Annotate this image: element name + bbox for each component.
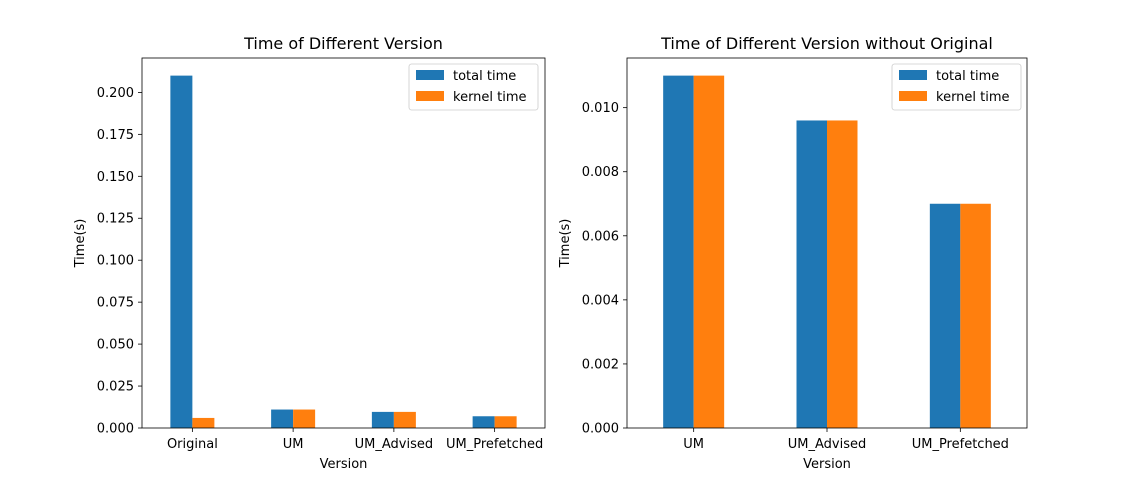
x-tick-label: UM_Prefetched — [912, 437, 1009, 452]
x-tick-label: UM — [683, 437, 704, 452]
y-tick-label: 0.000 — [97, 422, 134, 437]
bar-kernel-time-um-advised — [393, 411, 416, 428]
legend-label-total-time: total time — [936, 69, 999, 84]
x-tick-label: UM_Advised — [355, 437, 433, 452]
bar-total-time-um-prefetched — [929, 203, 961, 428]
bar-total-time-um-prefetched — [472, 416, 495, 428]
x-tick-label: UM — [283, 437, 304, 452]
y-tick-label: 0.100 — [97, 254, 134, 269]
legend-swatch-total-time — [416, 70, 444, 80]
y-tick-label: 0.008 — [582, 165, 619, 180]
legend-swatch-kernel-time — [899, 91, 927, 101]
legend: total time kernel time — [408, 63, 539, 111]
y-tick-label: 0.150 — [97, 170, 134, 185]
bar-total-time-um — [663, 75, 694, 428]
chart-title: Time of Different Version without Origin… — [660, 34, 993, 53]
x-axis-label: Version — [803, 457, 851, 472]
bar-total-time-um-advised — [371, 411, 394, 428]
legend-label-kernel-time: kernel time — [453, 90, 527, 105]
legend-swatch-total-time — [899, 70, 927, 80]
y-tick-label: 0.000 — [582, 422, 619, 437]
axes-frame — [141, 57, 546, 429]
chart-panel-left: Original UM UM_Advised UM_Prefetched 0.000 0.… — [73, 34, 546, 472]
y-tick-label: 0.006 — [582, 229, 619, 244]
legend-label-total-time: total time — [453, 69, 516, 84]
x-tick-label: UM_Prefetched — [446, 437, 543, 452]
bar-total-time-original — [170, 75, 193, 428]
y-tick-label: 0.200 — [97, 86, 134, 101]
chart-panel-right: UM UM_Advised UM_Prefetched 0.000 0.002 0.004… — [558, 34, 1028, 472]
y-axis-label: Time(s) — [73, 219, 88, 269]
chart-title: Time of Different Version — [243, 34, 443, 53]
y-tick-label: 0.002 — [582, 357, 619, 372]
bar-kernel-time-um-prefetched — [960, 203, 991, 428]
x-tick-label: UM_Advised — [788, 437, 866, 452]
legend: total time kernel time — [891, 63, 1022, 111]
y-tick-label: 0.010 — [582, 101, 619, 116]
y-axis-label: Time(s) — [558, 219, 573, 269]
y-tick-label: 0.004 — [582, 293, 619, 308]
bar-kernel-time-um-advised — [827, 120, 858, 428]
y-tick-label: 0.175 — [97, 128, 134, 143]
y-tick-label: 0.050 — [97, 338, 134, 353]
legend-swatch-kernel-time — [416, 91, 444, 101]
y-tick-label: 0.075 — [97, 296, 134, 311]
legend-label-kernel-time: kernel time — [936, 90, 1010, 105]
y-tick-label: 0.025 — [97, 380, 134, 395]
x-tick-label: Original — [167, 437, 218, 452]
bar-total-time-um-advised — [796, 120, 827, 428]
bar-total-time-um — [271, 409, 294, 428]
bar-kernel-time-original — [192, 417, 215, 428]
bar-kernel-time-um — [693, 75, 725, 428]
y-tick-label: 0.125 — [97, 212, 134, 227]
bar-kernel-time-um-prefetched — [494, 416, 517, 428]
x-axis-label: Version — [320, 457, 368, 472]
bar-kernel-time-um — [293, 409, 316, 428]
